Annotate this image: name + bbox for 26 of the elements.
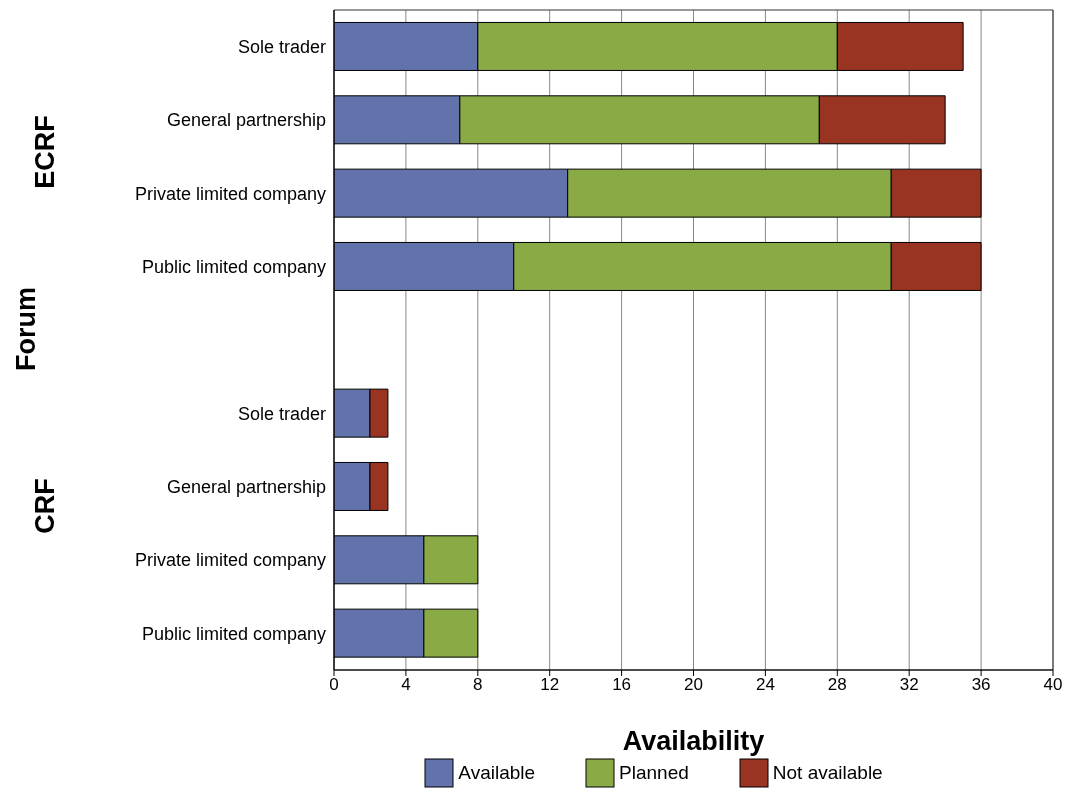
x-tick-label: 24 [755,675,775,695]
x-tick-label: 20 [684,675,703,695]
y-axis-title: Forum [10,287,42,371]
legend-label: Planned [619,762,689,784]
x-tick-label: 40 [1043,675,1063,695]
x-tick-label: 32 [899,675,919,695]
legend-label: Not available [772,762,883,784]
y-tick-label: Sole trader [237,37,326,58]
y-tick-label: General partnership [166,110,326,131]
x-axis-title: Availability [622,726,765,756]
text: CRF [29,478,61,534]
y-tick-label: Private limited company [134,550,326,571]
x-tick-label: 36 [971,675,991,695]
y-tick-label: Private limited company [134,183,326,204]
x-tick-label: 8 [473,675,483,695]
legend-label: Available [458,762,536,784]
y-tick-label: General partnership [166,477,326,498]
x-tick-label: 4 [401,675,411,695]
y-tick-label: Public limited company [141,623,326,644]
x-tick-label: 16 [612,675,632,695]
text: ECRF [29,115,61,189]
y-tick-label: Sole trader [237,403,326,424]
x-tick-label: 0 [329,675,339,695]
x-tick-label: 12 [540,675,560,695]
y-tick-label: Public limited company [141,257,326,278]
x-tick-label: 28 [827,675,847,695]
